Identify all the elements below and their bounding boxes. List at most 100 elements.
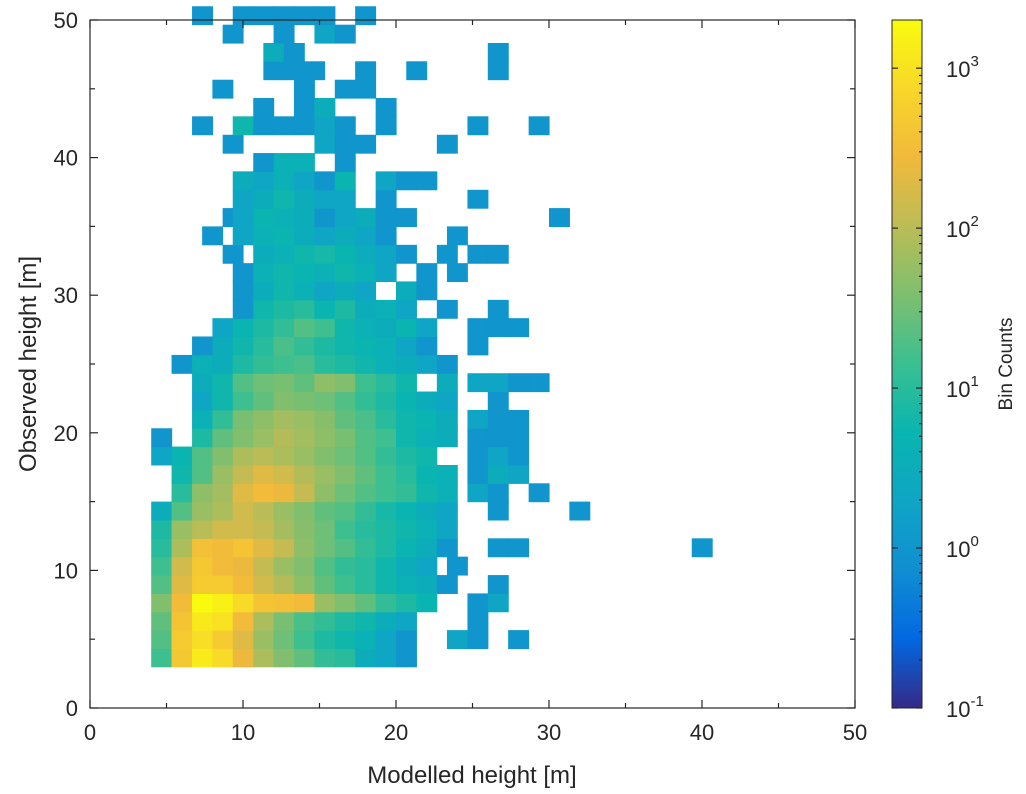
histogram-bin: [192, 593, 213, 613]
histogram-bin: [273, 556, 295, 576]
histogram-bin: [416, 501, 438, 521]
histogram-bin: [171, 501, 193, 521]
histogram-bin: [334, 611, 356, 631]
histogram-bin: [314, 575, 336, 594]
histogram-bin: [192, 648, 213, 668]
histogram-bin: [355, 244, 377, 264]
histogram-bin: [293, 79, 315, 99]
histogram-bin: [436, 465, 458, 484]
histogram-bin: [355, 520, 377, 539]
colorbar-ticks: 10-1 100 101 102 103: [892, 19, 984, 722]
histogram-bin: [487, 428, 509, 448]
histogram-bin: [487, 299, 509, 319]
histogram-bin: [467, 446, 489, 466]
histogram-bin: [314, 299, 336, 319]
histogram-bin: [212, 428, 234, 448]
x-tick-label: 30: [537, 720, 561, 745]
histogram-bin: [253, 501, 275, 521]
histogram-bin: [375, 336, 397, 356]
histogram-bin: [436, 244, 458, 264]
histogram-bin: [334, 189, 356, 209]
histogram-bin: [263, 61, 285, 81]
histogram-bin: [416, 575, 438, 594]
histogram-bin: [508, 465, 530, 484]
colorbar-tick-label: 101: [946, 373, 979, 402]
histogram-bin: [314, 24, 336, 44]
histogram-bin: [355, 465, 377, 484]
histogram-bin: [171, 520, 193, 539]
histogram-bin: [396, 244, 417, 264]
histogram-bin: [396, 409, 417, 429]
histogram-bin: [508, 428, 530, 448]
histogram-bin: [436, 483, 458, 503]
histogram-bin: [273, 520, 295, 539]
histogram-bin: [293, 465, 315, 484]
histogram-bin: [467, 244, 489, 264]
histogram-bin: [314, 409, 336, 429]
histogram-bin: [355, 648, 377, 668]
histogram-bin: [416, 336, 438, 356]
x-axis-title: Modelled height [m]: [367, 762, 576, 789]
histogram-bin: [334, 24, 356, 44]
histogram-bin: [416, 318, 438, 338]
histogram-bin: [487, 42, 509, 62]
histogram-bin: [508, 409, 530, 429]
histogram-bin: [314, 226, 336, 246]
histogram-bin: [232, 538, 254, 558]
histogram-bin: [293, 336, 315, 356]
histogram-bin: [192, 391, 213, 411]
histogram-bin: [334, 208, 356, 227]
histogram-bin: [334, 244, 356, 264]
histogram-bin: [273, 538, 295, 558]
histogram-bin: [314, 263, 336, 283]
histogram-bin: [314, 98, 336, 117]
histogram-bin: [273, 116, 295, 136]
histogram-bin: [334, 263, 356, 283]
histogram-bin: [293, 648, 315, 668]
histogram-bin: [293, 318, 315, 338]
histogram-bin: [355, 373, 377, 393]
histogram-bin: [355, 263, 377, 283]
histogram-bin: [273, 630, 295, 650]
histogram-bin: [192, 556, 213, 576]
histogram-bin: [232, 281, 254, 301]
histogram-bin: [355, 593, 377, 613]
histogram-bin: [151, 428, 173, 448]
histogram-bin: [416, 354, 438, 374]
histogram-bin: [273, 354, 295, 374]
histogram-bin: [253, 299, 275, 319]
histogram-bin: [334, 373, 356, 393]
histogram-bin: [487, 373, 509, 393]
histogram-bin: [253, 153, 275, 172]
histogram-bin: [691, 538, 713, 558]
colorbar-tick-label: 100: [946, 533, 979, 562]
axis-ticks: [89, 19, 856, 709]
histogram-bin: [375, 226, 397, 246]
histogram-bin: [436, 373, 458, 393]
histogram-bin: [334, 446, 356, 466]
histogram-bin: [232, 630, 254, 650]
histogram-bin: [355, 281, 377, 301]
histogram-bin: [212, 575, 234, 594]
histogram-bin: [212, 465, 234, 484]
histogram-bin: [375, 189, 397, 209]
histogram-bin: [487, 538, 509, 558]
histogram-bin: [293, 354, 315, 374]
histogram-bin: [293, 446, 315, 466]
histogram-bin: [232, 409, 254, 429]
histogram-bin: [192, 116, 213, 136]
histogram-bin: [253, 520, 275, 539]
y-tick-label: 30: [54, 283, 78, 308]
histogram-bin: [192, 538, 213, 558]
histogram-bin: [192, 611, 213, 631]
histogram-bin: [334, 465, 356, 484]
histogram-bin: [151, 575, 173, 594]
histogram-bin: [467, 189, 489, 209]
histogram-bin: [396, 318, 417, 338]
histogram-bin: [192, 520, 213, 539]
histogram-bin: [192, 630, 213, 650]
histogram-bin: [436, 575, 458, 594]
histogram-bin: [232, 263, 254, 283]
histogram-bin: [151, 520, 173, 539]
histogram-bin: [212, 79, 234, 99]
